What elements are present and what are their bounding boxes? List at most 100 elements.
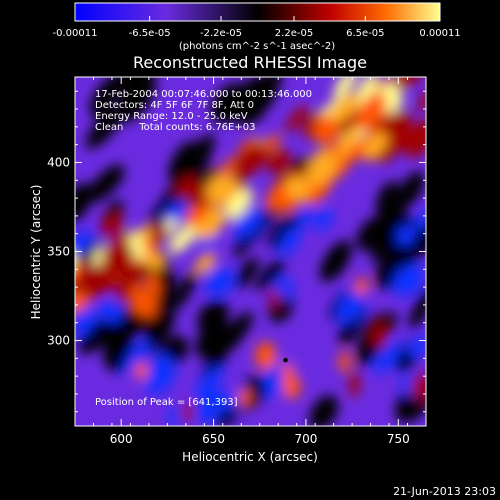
heat-blob-warm: [415, 82, 426, 110]
heat-blob-red: [338, 352, 351, 373]
heat-blob-dark: [367, 201, 405, 243]
chart-title: Reconstructed RHESSI Image: [133, 53, 367, 72]
heat-blob-warm: [206, 173, 237, 205]
colorbar: -0.00011 -6.5e-05 -2.2e-05 2.2e-05 6.5e-05 0.…: [53, 2, 461, 52]
annotation-line-3: Energy Range: 12.0 - 25.0 keV: [95, 111, 248, 122]
heat-blob-blue: [123, 341, 151, 375]
heat-blob-dark: [169, 271, 198, 313]
heat-blob-warm: [149, 223, 168, 242]
heat-blob-blue: [205, 267, 234, 297]
heat-blob-red: [141, 297, 157, 318]
heat-blob-blue: [396, 224, 416, 246]
heat-blob-warm: [330, 93, 360, 124]
heat-blob-dark: [268, 212, 303, 249]
colorbar-tick-label: -2.2e-05: [200, 28, 242, 39]
heat-blob-warm: [101, 214, 123, 239]
heat-blob-warm: [44, 287, 78, 321]
x-tick-label: 700: [294, 432, 317, 446]
heat-blob-red: [93, 262, 115, 294]
heat-blob-red: [238, 388, 251, 406]
heat-blob-warm: [285, 175, 311, 201]
heat-blob-dark: [319, 240, 352, 282]
heat-blob-warm: [176, 175, 196, 200]
heat-blob-warm: [395, 77, 426, 88]
heat-blob-warm: [168, 225, 197, 254]
colorbar-tick-label: 2.2e-05: [275, 28, 313, 39]
heat-blob-dark: [87, 164, 125, 203]
heat-blob-blue: [146, 354, 173, 381]
heat-blob-red: [145, 271, 159, 304]
heat-blob-red: [411, 372, 426, 400]
axis-ticks: 600 650 700 750 300 350 400: [47, 77, 427, 446]
colorbar-gradient: [74, 2, 441, 22]
heat-blob-warm: [144, 250, 164, 270]
heat-blob-warm: [333, 77, 357, 101]
annotation-line-4: Clean Total counts: 6.76E+03: [95, 122, 256, 133]
heat-blob-warm: [101, 231, 131, 260]
heat-blob-warm: [356, 92, 387, 130]
heat-blob-red: [349, 371, 360, 398]
heat-blob-warm: [404, 119, 426, 158]
heat-blob-blue: [195, 366, 224, 398]
y-tick-label: 350: [47, 245, 70, 259]
heat-blob-red: [282, 361, 294, 384]
colorbar-ticks: -0.00011 -6.5e-05 -2.2e-05 2.2e-05 6.5e-05 0.…: [53, 16, 461, 39]
heat-blob-warm: [233, 142, 269, 177]
colorbar-tick-label: -6.5e-05: [129, 28, 171, 39]
heat-blob-red: [269, 288, 281, 308]
peak-position-label: Position of Peak = [641,393]: [95, 397, 238, 408]
heat-blob-dark: [185, 133, 215, 182]
heat-blob-dark: [309, 394, 339, 426]
y-tick-label: 400: [47, 155, 70, 169]
heat-blob-blue: [75, 230, 94, 257]
heat-blob-warm: [267, 149, 291, 174]
heat-blob-blue: [336, 288, 366, 324]
peak-marker: [283, 357, 288, 363]
heat-blob-dark: [103, 303, 141, 356]
x-tick-label: 750: [387, 432, 410, 446]
heat-blob-warm: [186, 183, 212, 208]
y-axis-label: Heliocentric Y (arcsec): [29, 185, 43, 320]
y-tick-label: 300: [47, 334, 70, 348]
heat-blob-blue: [313, 209, 333, 230]
heat-blob-warm: [356, 83, 377, 110]
heat-blob-warm: [325, 152, 355, 184]
heat-blob-red: [371, 328, 387, 345]
heat-blob-warm: [381, 111, 412, 141]
annotation-line-2: Detectors: 4F 5F 6F 7F 8F, Att 0: [95, 100, 255, 111]
x-tick-label: 650: [202, 432, 225, 446]
heat-blob-dark: [75, 183, 92, 223]
heat-blob-blue: [75, 305, 97, 336]
heat-blob-blue: [99, 300, 123, 323]
heat-blob-dark: [168, 140, 199, 183]
heat-blob-red: [130, 283, 145, 315]
heat-blob-dark: [195, 319, 230, 359]
heat-blob-dark: [251, 80, 278, 111]
heat-blob-dark: [235, 257, 259, 289]
heat-blob-blue: [278, 227, 301, 256]
heatmap-image: [44, 55, 426, 426]
footer-timestamp: 21-Jun-2013 23:03: [393, 485, 496, 498]
heat-blob-warm: [116, 270, 143, 303]
heat-blob-blue: [295, 207, 314, 229]
colorbar-units: (photons cm^-2 s^-1 asec^-2): [179, 41, 335, 52]
heat-blob-warm: [306, 146, 339, 186]
heat-blob-blue: [233, 207, 264, 238]
heat-blob-blue: [195, 388, 227, 424]
heat-blob-dark: [93, 83, 115, 119]
heat-blob-dark: [395, 171, 426, 210]
heat-blob-blue: [373, 341, 402, 373]
heat-blob-warm: [392, 55, 415, 79]
heat-blob-dark: [210, 82, 249, 124]
colorbar-tick-label: -0.00011: [53, 28, 98, 39]
heat-blob-warm: [363, 132, 388, 159]
heat-blob-warm: [75, 291, 88, 312]
heat-blob-red: [134, 361, 149, 380]
heat-blob-warm: [224, 188, 254, 221]
heat-blob-blue: [407, 336, 426, 358]
heat-blob-red: [181, 402, 194, 424]
x-axis-label: Heliocentric X (arcsec): [182, 450, 318, 464]
heat-blob-red: [354, 277, 369, 295]
x-tick-label: 600: [110, 432, 133, 446]
